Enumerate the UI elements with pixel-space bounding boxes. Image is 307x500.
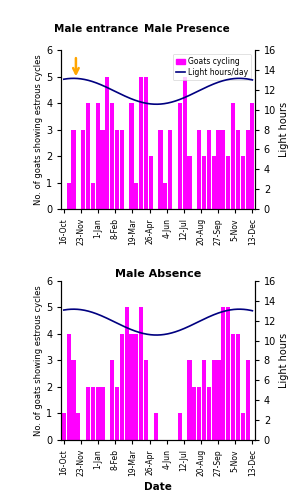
- Bar: [178, 414, 182, 440]
- Y-axis label: No. of goats showing estrous cycles: No. of goats showing estrous cycles: [34, 285, 43, 436]
- Bar: [188, 156, 192, 209]
- Text: Male entrance: Male entrance: [54, 24, 138, 34]
- Bar: [241, 156, 245, 209]
- Y-axis label: No. of goats showing estrous cycles: No. of goats showing estrous cycles: [34, 54, 43, 205]
- Bar: [241, 414, 245, 440]
- Bar: [81, 130, 85, 209]
- Bar: [216, 130, 221, 209]
- Bar: [86, 103, 90, 209]
- Bar: [95, 387, 100, 440]
- Bar: [246, 130, 250, 209]
- X-axis label: Date: Date: [144, 482, 172, 492]
- Bar: [246, 360, 250, 440]
- Y-axis label: Light hours: Light hours: [279, 102, 289, 157]
- Bar: [91, 182, 95, 209]
- Bar: [120, 334, 124, 440]
- Bar: [207, 130, 211, 209]
- Bar: [212, 360, 216, 440]
- Bar: [154, 414, 158, 440]
- Bar: [110, 360, 114, 440]
- Bar: [67, 182, 71, 209]
- Bar: [115, 387, 119, 440]
- Bar: [197, 130, 201, 209]
- Bar: [226, 156, 230, 209]
- Bar: [134, 182, 138, 209]
- Bar: [120, 130, 124, 209]
- Bar: [236, 130, 240, 209]
- Bar: [212, 156, 216, 209]
- Bar: [149, 156, 153, 209]
- Bar: [250, 103, 255, 209]
- Bar: [139, 308, 143, 440]
- Bar: [144, 360, 148, 440]
- Bar: [192, 387, 196, 440]
- Bar: [139, 76, 143, 209]
- Bar: [72, 130, 76, 209]
- Bar: [197, 387, 201, 440]
- Bar: [67, 334, 71, 440]
- Bar: [226, 308, 230, 440]
- Bar: [163, 182, 167, 209]
- Bar: [202, 360, 206, 440]
- Text: Male Presence: Male Presence: [144, 24, 230, 34]
- Bar: [86, 387, 90, 440]
- Bar: [144, 76, 148, 209]
- Bar: [130, 103, 134, 209]
- Bar: [115, 130, 119, 209]
- Bar: [134, 334, 138, 440]
- Bar: [100, 130, 105, 209]
- Bar: [188, 360, 192, 440]
- Bar: [168, 130, 172, 209]
- Bar: [125, 308, 129, 440]
- Bar: [178, 103, 182, 209]
- Bar: [183, 76, 187, 209]
- Legend: Goats cycling, Light hours/day: Goats cycling, Light hours/day: [173, 54, 251, 80]
- Bar: [236, 334, 240, 440]
- Bar: [216, 360, 221, 440]
- Bar: [72, 360, 76, 440]
- Bar: [130, 334, 134, 440]
- Bar: [110, 103, 114, 209]
- Y-axis label: Light hours: Light hours: [279, 333, 289, 388]
- Bar: [76, 414, 80, 440]
- Bar: [105, 76, 109, 209]
- Bar: [231, 103, 235, 209]
- Bar: [207, 387, 211, 440]
- Bar: [91, 387, 95, 440]
- Bar: [202, 156, 206, 209]
- Bar: [158, 130, 163, 209]
- Bar: [100, 387, 105, 440]
- Bar: [62, 414, 66, 440]
- Bar: [95, 103, 100, 209]
- Bar: [231, 334, 235, 440]
- Bar: [221, 130, 225, 209]
- Title: Male Absence: Male Absence: [115, 268, 201, 278]
- Bar: [221, 308, 225, 440]
